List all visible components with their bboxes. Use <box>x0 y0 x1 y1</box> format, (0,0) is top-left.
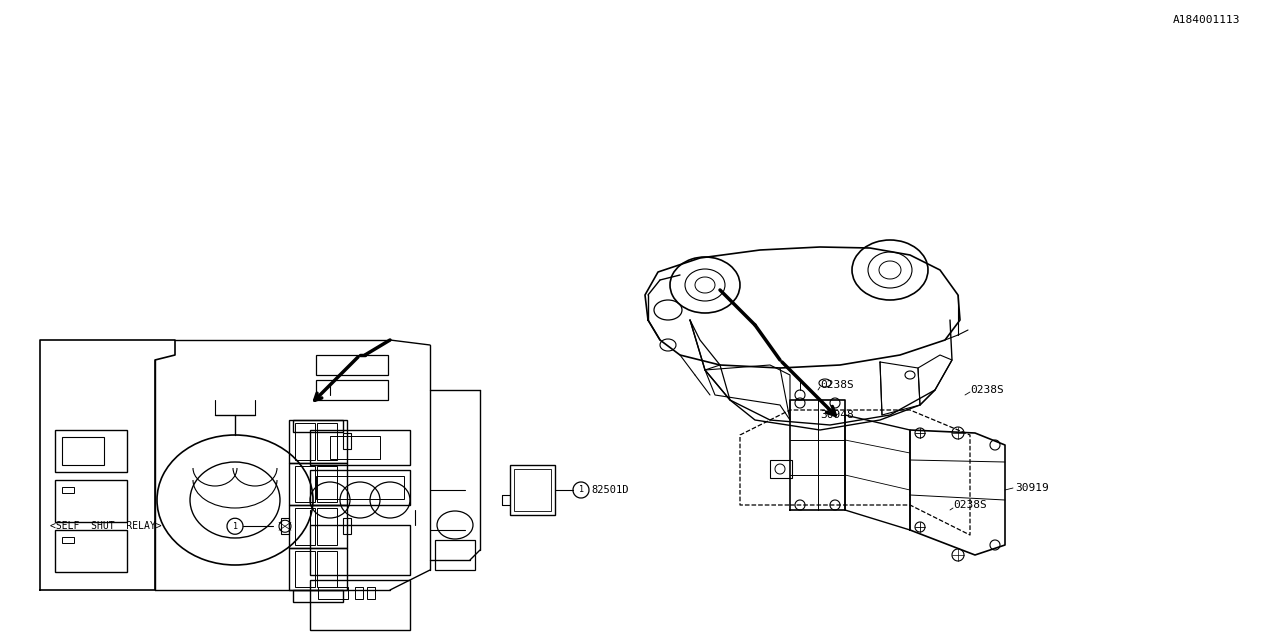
Bar <box>316 380 388 400</box>
Bar <box>343 518 351 534</box>
Bar <box>282 518 289 534</box>
Bar <box>293 590 343 602</box>
Bar <box>343 433 351 449</box>
Text: 30948: 30948 <box>820 410 854 420</box>
Bar <box>367 587 375 599</box>
Bar <box>316 476 404 499</box>
Text: 0238S: 0238S <box>954 500 987 510</box>
Text: 82501D: 82501D <box>591 485 628 495</box>
Bar <box>317 550 337 587</box>
Bar <box>294 465 315 502</box>
Bar <box>289 505 347 547</box>
Bar <box>310 525 410 575</box>
Bar <box>515 469 550 511</box>
Bar <box>289 463 347 505</box>
Bar <box>294 508 315 545</box>
Bar <box>55 430 127 472</box>
Bar <box>293 420 343 432</box>
Bar <box>330 436 380 459</box>
Bar <box>294 423 315 460</box>
Bar <box>310 430 410 465</box>
Text: A184001113: A184001113 <box>1172 15 1240 25</box>
Text: 0238S: 0238S <box>820 380 854 390</box>
Bar <box>310 470 410 505</box>
Bar <box>294 550 315 587</box>
Bar <box>61 437 104 465</box>
Bar <box>317 465 337 502</box>
Text: <SELF  SHUT  RELAY>: <SELF SHUT RELAY> <box>50 521 161 531</box>
Bar <box>316 355 388 375</box>
Text: 1: 1 <box>233 522 238 531</box>
Bar <box>771 460 792 478</box>
Bar <box>289 420 347 463</box>
Bar <box>289 547 347 590</box>
Bar <box>317 508 337 545</box>
Text: 0238S: 0238S <box>970 385 1004 395</box>
Bar <box>55 530 127 572</box>
Bar <box>509 465 556 515</box>
Bar <box>435 540 475 570</box>
Text: 1: 1 <box>579 486 584 495</box>
Text: 30919: 30919 <box>1015 483 1048 493</box>
Bar <box>61 537 74 543</box>
Bar <box>61 487 74 493</box>
Bar <box>355 587 364 599</box>
Bar <box>317 587 348 599</box>
Bar <box>55 480 127 522</box>
Bar <box>310 580 410 630</box>
Bar <box>317 423 337 460</box>
